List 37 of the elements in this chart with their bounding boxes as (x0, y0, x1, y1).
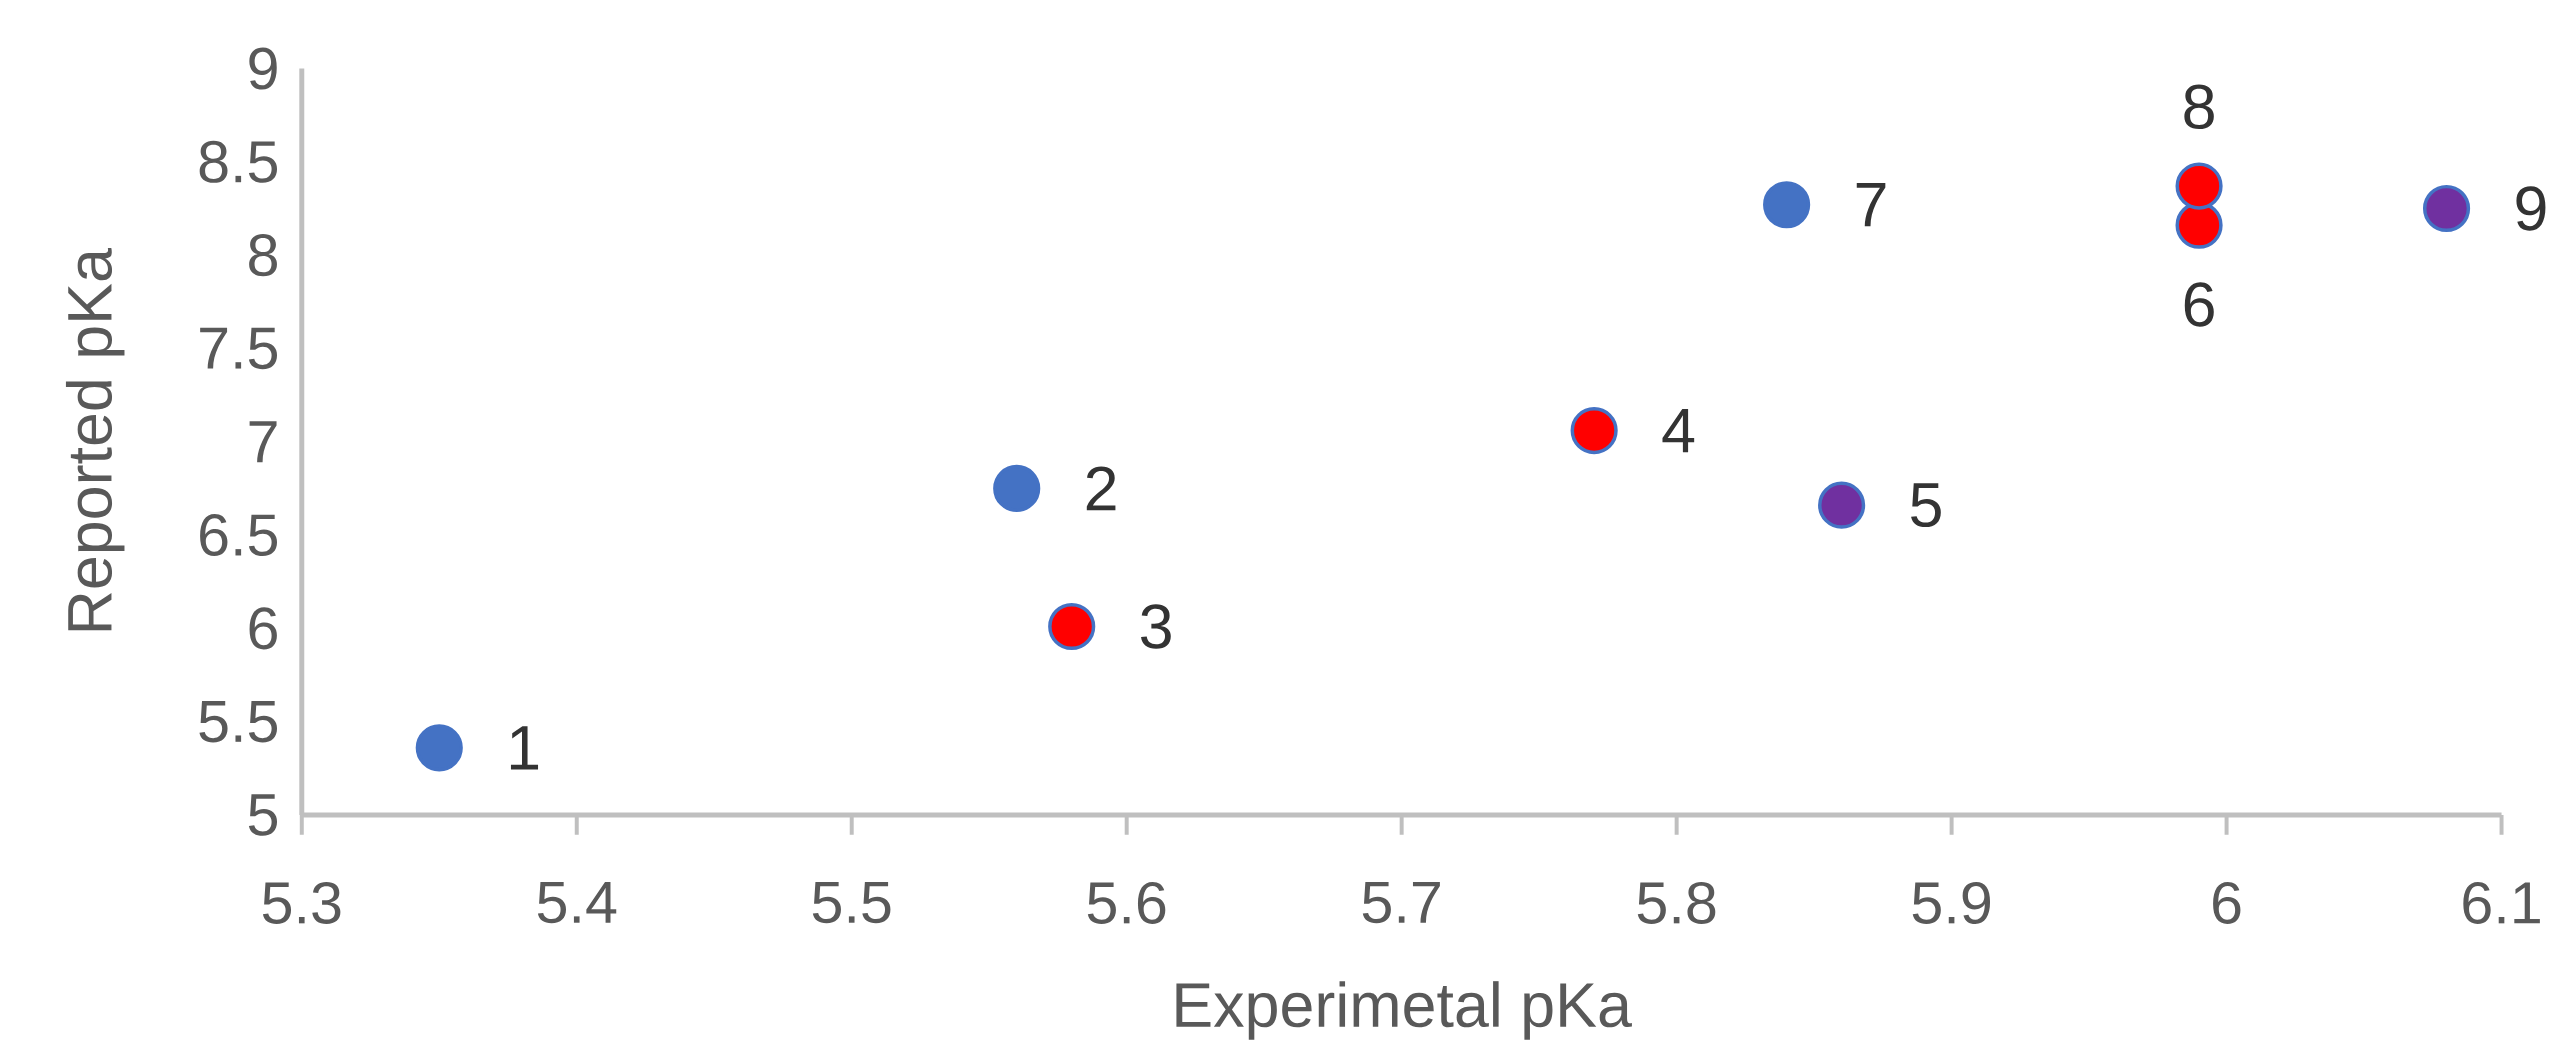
y-axis-title: Reported pKa (65, 247, 125, 631)
y-tick-label: 7 (249, 421, 277, 462)
x-axis-title: Experimetal pKa (1176, 980, 1632, 1040)
y-tick-label: 6 (249, 607, 277, 650)
x-tick-label: 5.8 (1637, 881, 1716, 924)
y-tick-label: 5 (248, 794, 278, 836)
x-tick-label: 5.7 (1362, 881, 1440, 924)
annotation: 8 (2184, 84, 2214, 129)
point (415, 724, 463, 772)
annotation: 9 (2516, 186, 2546, 231)
annotation: 1 (510, 726, 539, 770)
y-tick-label: 6.5 (200, 513, 278, 556)
point (993, 464, 1041, 512)
x-tick-label: 6 (2213, 881, 2241, 924)
annotation: 5 (1911, 483, 1941, 527)
x-tick-label: 5.3 (262, 881, 341, 924)
point (1818, 481, 1866, 529)
annotation: 2 (1086, 466, 1116, 511)
point (2175, 162, 2223, 210)
point (2422, 184, 2471, 232)
y-tick-label: 8 (249, 233, 277, 276)
point (1048, 602, 1096, 650)
x-tick-label: 6.1 (2463, 881, 2540, 924)
y-tick-label: 8.5 (199, 140, 278, 183)
annotation: 7 (1856, 182, 1886, 227)
x-tick-label: 5.6 (1087, 881, 1166, 924)
y-tick-label: 5.5 (199, 700, 278, 743)
point (1570, 406, 1618, 454)
x-tick-label: 5.5 (812, 881, 891, 924)
annotation: 6 (2184, 282, 2214, 327)
annotation: 4 (1662, 408, 1695, 452)
x-tick-label: 5.4 (537, 881, 617, 924)
y-tick-label: 9 (249, 47, 277, 90)
point (1763, 180, 1811, 229)
y-tick-label: 7.5 (200, 327, 278, 369)
x-tick-label: 5.9 (1912, 881, 1991, 924)
annotation: 3 (1141, 604, 1171, 649)
